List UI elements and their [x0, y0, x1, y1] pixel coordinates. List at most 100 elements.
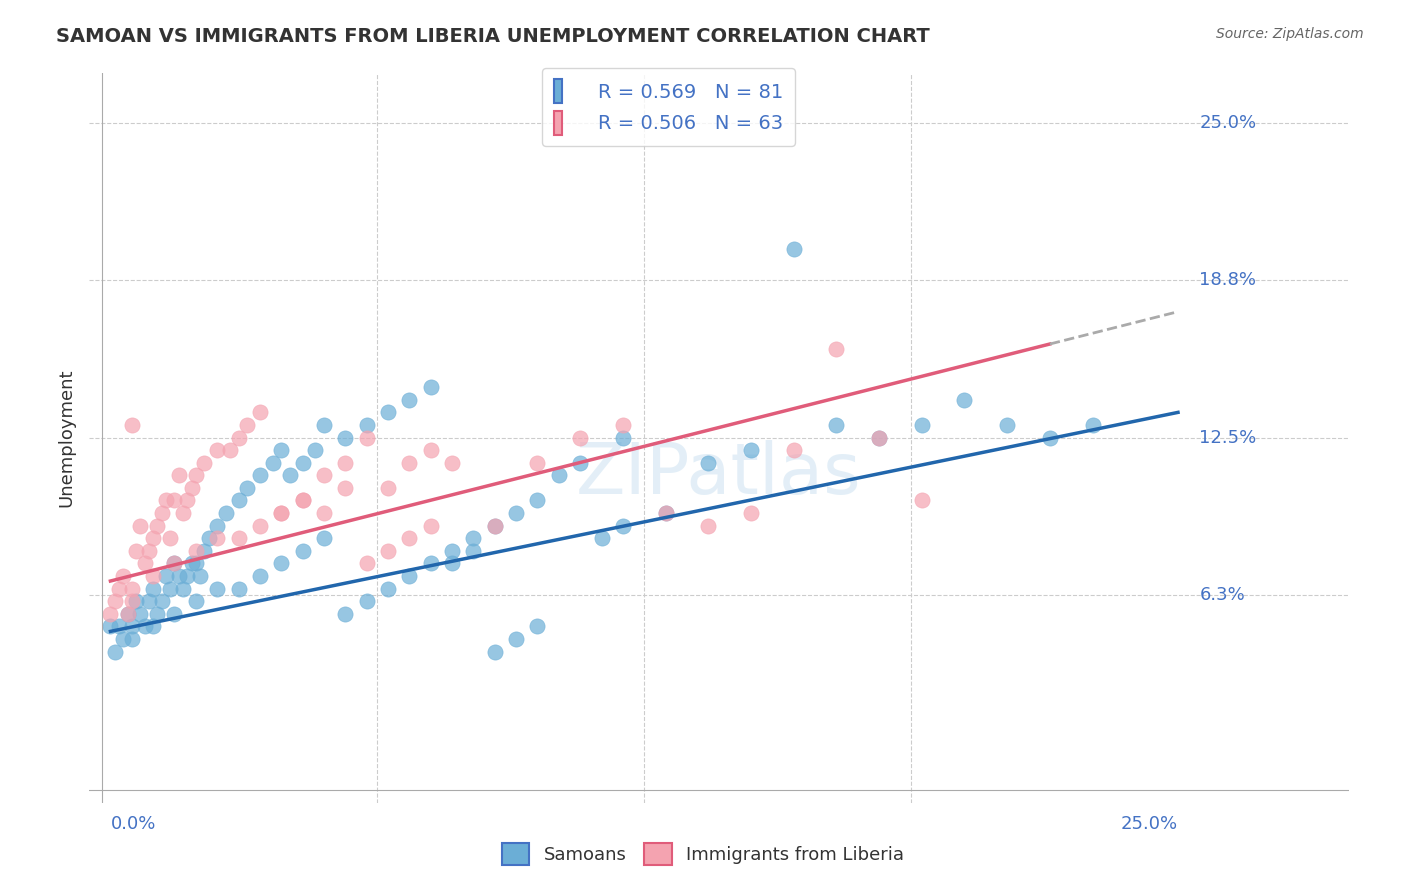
Point	[1039, 431, 1062, 445]
Point	[129, 607, 152, 621]
Point	[398, 531, 420, 545]
Point	[868, 431, 890, 445]
Point	[142, 569, 165, 583]
Point	[134, 619, 156, 633]
Point	[100, 607, 122, 621]
Point	[291, 544, 314, 558]
Point	[526, 456, 548, 470]
Point	[825, 417, 848, 432]
Point	[134, 557, 156, 571]
Point	[121, 594, 143, 608]
Point	[270, 443, 292, 458]
Point	[125, 594, 148, 608]
Point	[163, 493, 186, 508]
Point	[654, 506, 676, 520]
Point	[188, 569, 211, 583]
Point	[121, 619, 143, 633]
Point	[125, 544, 148, 558]
Point	[304, 443, 326, 458]
Point	[146, 607, 169, 621]
Point	[176, 493, 198, 508]
Point	[335, 456, 357, 470]
Point	[262, 456, 284, 470]
Point	[249, 405, 271, 419]
Point	[377, 481, 399, 495]
Point	[219, 443, 242, 458]
Point	[291, 456, 314, 470]
Legend: R = 0.569   N = 81, R = 0.506   N = 63: R = 0.569 N = 81, R = 0.506 N = 63	[541, 68, 796, 146]
Point	[1081, 417, 1104, 432]
Point	[159, 582, 181, 596]
Point	[335, 481, 357, 495]
Point	[547, 468, 569, 483]
Point	[377, 405, 399, 419]
Point	[484, 518, 506, 533]
Point	[505, 632, 527, 646]
Point	[228, 582, 250, 596]
Point	[312, 506, 335, 520]
Point	[163, 557, 186, 571]
Point	[215, 506, 238, 520]
Point	[155, 493, 177, 508]
Point	[249, 569, 271, 583]
Point	[868, 431, 890, 445]
Point	[995, 417, 1018, 432]
Point	[591, 531, 613, 545]
Point	[612, 518, 634, 533]
Point	[112, 569, 135, 583]
Point	[377, 544, 399, 558]
Point	[356, 594, 378, 608]
Point	[278, 468, 301, 483]
Text: Source: ZipAtlas.com: Source: ZipAtlas.com	[1216, 27, 1364, 41]
Point	[569, 431, 592, 445]
Point	[398, 392, 420, 407]
Point	[205, 443, 228, 458]
Point	[398, 569, 420, 583]
Point	[505, 506, 527, 520]
Point	[180, 557, 202, 571]
Point	[419, 380, 441, 394]
Text: 12.5%: 12.5%	[1199, 428, 1257, 447]
Point	[112, 632, 135, 646]
Point	[138, 594, 160, 608]
Point	[740, 443, 762, 458]
Point	[335, 431, 357, 445]
Point	[100, 619, 122, 633]
Point	[419, 518, 441, 533]
Point	[612, 431, 634, 445]
Point	[782, 242, 804, 256]
Point	[911, 493, 934, 508]
Point	[142, 531, 165, 545]
Text: 0.0%: 0.0%	[111, 815, 156, 833]
Point	[249, 468, 271, 483]
Point	[654, 506, 676, 520]
Point	[291, 493, 314, 508]
Point	[312, 417, 335, 432]
Point	[526, 493, 548, 508]
Point	[270, 506, 292, 520]
Point	[612, 417, 634, 432]
Point	[236, 417, 259, 432]
Point	[180, 481, 202, 495]
Point	[463, 544, 485, 558]
Point	[484, 644, 506, 658]
Point	[184, 594, 207, 608]
Point	[205, 582, 228, 596]
Point	[270, 557, 292, 571]
Point	[228, 431, 250, 445]
Point	[228, 531, 250, 545]
Point	[356, 431, 378, 445]
Point	[193, 456, 215, 470]
Point	[184, 557, 207, 571]
Point	[825, 343, 848, 357]
Point	[312, 468, 335, 483]
Point	[163, 607, 186, 621]
Point	[142, 619, 165, 633]
Point	[184, 544, 207, 558]
Point	[205, 531, 228, 545]
Point	[419, 443, 441, 458]
Legend: Samoans, Immigrants from Liberia: Samoans, Immigrants from Liberia	[494, 834, 912, 874]
Y-axis label: Unemployment: Unemployment	[58, 368, 75, 507]
Point	[697, 456, 720, 470]
Point	[193, 544, 215, 558]
